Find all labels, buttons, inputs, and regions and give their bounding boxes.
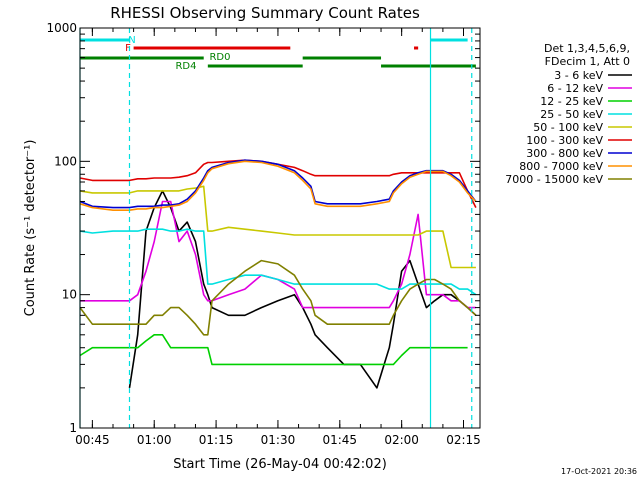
series-line-12-25-kev	[79, 334, 468, 366]
chart-title: RHESSI Observing Summary Count Rates	[110, 4, 420, 22]
legend-header-line-2: FDecim 1, Att 0	[545, 55, 630, 68]
status-bar-label-f: F	[125, 43, 131, 54]
legend: Det 1,3,4,5,6,9, FDecim 1, Att 0 3 - 6 k…	[505, 42, 632, 186]
x-tick-label: 02:15	[446, 433, 481, 447]
status-bar-label-n: N	[128, 35, 135, 46]
legend-label-6-12-kev: 6 - 12 keV	[547, 82, 603, 95]
x-tick-label: 01:15	[199, 433, 234, 447]
y-axis-label: Count Rate (s⁻¹ detector⁻¹)	[23, 140, 38, 317]
timestamp: 17-Oct-2021 20:36	[561, 467, 637, 476]
x-tick-label: 00:45	[75, 433, 110, 447]
y-tick-label: 10	[62, 288, 77, 302]
x-tick-label: 01:00	[137, 433, 172, 447]
legend-label-7000-15000-kev: 7000 - 15000 keV	[505, 173, 603, 186]
series-lines	[79, 159, 477, 389]
series-line-6-12-kev	[80, 200, 476, 309]
status-bar-label-rd0: RD0	[209, 52, 230, 63]
x-tick-label: 02:00	[384, 433, 419, 447]
series-line-300-800-kev	[79, 159, 477, 209]
series-line-50-100-kev	[79, 185, 476, 269]
y-tick-label: 1	[69, 421, 77, 435]
legend-label-25-50-kev: 25 - 50 keV	[540, 108, 603, 121]
y-tick-label: 100	[54, 154, 77, 168]
legend-header-line-1: Det 1,3,4,5,6,9,	[544, 42, 630, 55]
x-axis-ticks: 00:45 01:00 01:15 01:30 01:45 02:00 02:15	[75, 28, 481, 447]
legend-label-50-100-kev: 50 - 100 keV	[533, 121, 603, 134]
series-line-25-50-kev	[79, 228, 477, 296]
legend-label-300-800-kev: 300 - 800 keV	[526, 147, 603, 160]
series-line-7000-15000-kev	[79, 259, 477, 336]
plot-frame	[79, 27, 481, 429]
x-tick-label: 01:30	[261, 433, 296, 447]
status-bar-label-rd4: RD4	[175, 61, 196, 72]
status-bars: NF RD0 RD4	[80, 35, 476, 72]
legend-label-800-7000-kev: 800 - 7000 keV	[519, 160, 603, 173]
y-axis-ticks: 1 10 100 1000	[46, 21, 480, 435]
legend-label-100-300-kev: 100 - 300 keV	[526, 134, 603, 147]
x-axis-label: Start Time (26-May-04 00:42:02)	[173, 457, 387, 472]
series-line-3-6-kev	[128, 190, 477, 389]
series-line-800-7000-kev	[79, 160, 477, 211]
legend-label-12-25-kev: 12 - 25 keV	[540, 95, 603, 108]
y-tick-label: 1000	[46, 21, 77, 35]
legend-label-3-6-kev: 3 - 6 keV	[554, 69, 603, 82]
x-tick-label: 01:45	[322, 433, 357, 447]
